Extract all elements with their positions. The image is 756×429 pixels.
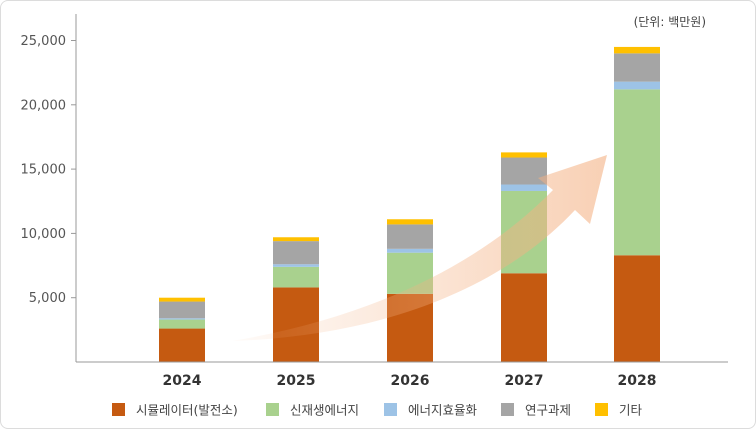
bar-2024-series-3 — [159, 301, 205, 319]
bar-2026-series-4 — [387, 219, 433, 225]
bar-2025-series-2 — [273, 264, 319, 267]
trend-arrow — [232, 155, 607, 341]
legend-label: 연구과제 — [525, 403, 571, 418]
bar-2027-series-0 — [501, 273, 547, 362]
legend-swatch — [384, 403, 397, 416]
bar-2024-series-4 — [159, 297, 205, 302]
legend-swatch — [112, 403, 125, 416]
legend-label: 기타 — [619, 403, 643, 418]
legend-label: 시뮬레이터(발전소) — [136, 403, 238, 418]
x-tick-label: 2028 — [618, 373, 657, 389]
x-tick-label: 2027 — [505, 373, 544, 389]
bar-2024-series-1 — [159, 319, 205, 329]
bar-2028-series-1 — [614, 89, 660, 256]
bar-2027-series-4 — [501, 152, 547, 158]
legend-label: 에너지효율화 — [408, 403, 478, 418]
legend-swatch — [266, 403, 279, 416]
y-tick-label: 25,000 — [21, 34, 67, 49]
x-tick-label: 2025 — [277, 373, 316, 389]
bar-2025-series-3 — [273, 241, 319, 265]
bar-2025-series-1 — [273, 266, 319, 288]
x-tick-label: 2026 — [391, 373, 430, 389]
axes-layer: 5,000 10,000 15,000 20,000 25,000 2024 2025 202… — [21, 14, 728, 389]
y-tick-label: 20,000 — [21, 98, 67, 113]
bar-2028-series-0 — [614, 255, 660, 362]
bar-2027-series-3 — [501, 157, 547, 185]
legend-swatch — [595, 403, 608, 416]
y-tick-label: 15,000 — [21, 163, 67, 178]
bar-2028-series-4 — [614, 46, 660, 54]
bar-2026-series-2 — [387, 248, 433, 253]
x-tick-label: 2024 — [163, 373, 202, 389]
y-tick-label: 5,000 — [29, 291, 66, 306]
y-tick-label: 10,000 — [21, 227, 67, 242]
legend-label: 신재생에너지 — [290, 403, 359, 418]
bar-2026-series-3 — [387, 224, 433, 249]
bar-2027-series-2 — [501, 184, 547, 191]
bar-2024-series-0 — [159, 328, 205, 362]
legend-swatch — [501, 403, 514, 416]
bar-2028-series-2 — [614, 81, 660, 90]
bar-2024-series-2 — [159, 318, 205, 320]
unit-label: (단위: 백만원) — [634, 15, 706, 29]
bar-2025-series-4 — [273, 237, 319, 242]
trend-arrow-shape — [232, 155, 607, 341]
bar-2028-series-3 — [614, 53, 660, 82]
legend: 시뮬레이터(발전소) 신재생에너지 에너지효율화 연구과제 기타 — [112, 403, 643, 418]
